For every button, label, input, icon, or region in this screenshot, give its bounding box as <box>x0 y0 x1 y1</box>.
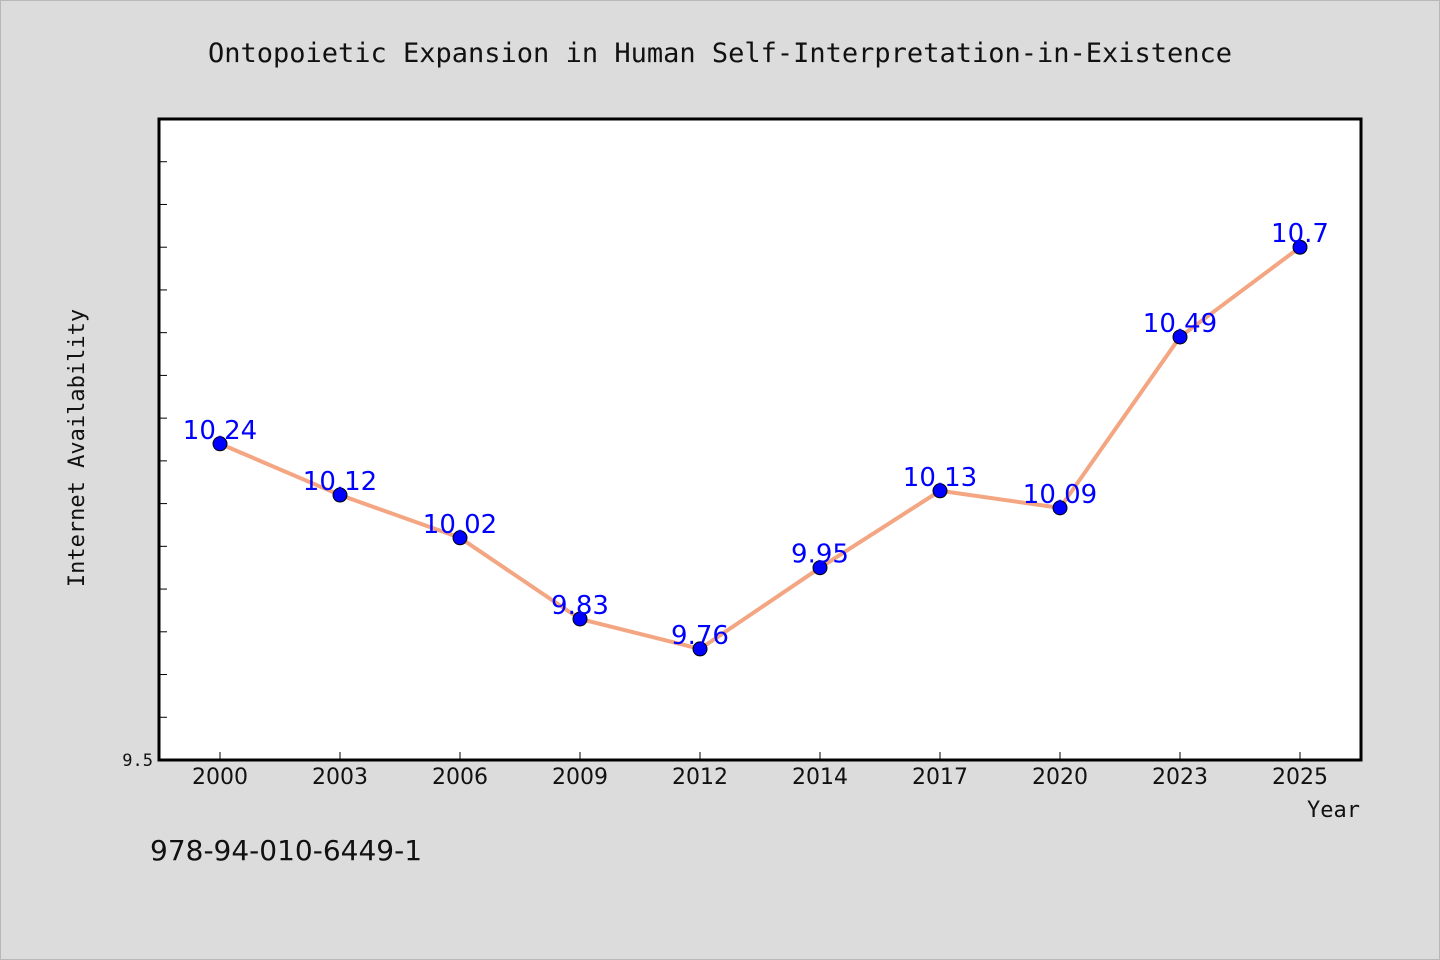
data-point-label: 9.95 <box>791 540 849 570</box>
data-point-marker <box>1052 500 1068 516</box>
plot-area <box>157 117 1363 762</box>
x-tick-label: 2017 <box>912 765 968 790</box>
data-point-label: 9.83 <box>551 591 609 621</box>
isbn-caption: 978-94-010-6449-1 <box>150 834 423 867</box>
data-labels: 10.24 10.12 10.02 9.83 9.76 9.95 10.13 10.09 10.… <box>183 219 1329 651</box>
x-tick-label: 2000 <box>192 765 248 790</box>
data-point-label: 10.09 <box>1023 480 1097 510</box>
data-point-label: 10.7 <box>1271 219 1329 249</box>
data-point-marker <box>812 560 828 576</box>
y-tick-label: 9.5 <box>122 751 153 771</box>
data-point-label: 9.76 <box>671 621 729 651</box>
x-tick-label: 2020 <box>1032 765 1088 790</box>
x-axis-ticks: 2000 2003 2006 2009 2012 2014 2017 2020 2023 2025 <box>192 752 1328 790</box>
data-point-marker <box>452 530 468 546</box>
data-point-marker <box>692 641 708 657</box>
series-line <box>218 245 1302 651</box>
y-axis-label: Internet Availability <box>65 309 90 587</box>
data-point-marker <box>932 483 948 499</box>
data-point-label: 10.49 <box>1143 309 1217 339</box>
x-axis-label: Year <box>1307 798 1360 823</box>
x-tick-label: 2006 <box>432 765 488 790</box>
x-tick-label: 2009 <box>552 765 608 790</box>
data-point-label: 10.12 <box>303 467 377 497</box>
data-point-label: 10.13 <box>903 463 977 493</box>
data-point-marker <box>1172 329 1188 345</box>
data-point-marker <box>1292 239 1308 255</box>
x-tick-label: 2014 <box>792 765 848 790</box>
data-point-label: 10.24 <box>183 416 257 446</box>
data-point-marker <box>212 436 228 452</box>
data-markers <box>212 239 1308 657</box>
y-axis-ticks: 9.5 <box>122 118 167 771</box>
x-tick-label: 2025 <box>1272 765 1328 790</box>
x-tick-label: 2012 <box>672 765 728 790</box>
x-tick-label: 2023 <box>1152 765 1208 790</box>
series-line-group <box>218 245 1302 651</box>
data-point-marker <box>572 611 588 627</box>
x-tick-label: 2003 <box>312 765 368 790</box>
data-point-marker <box>332 487 348 503</box>
data-point-label: 10.02 <box>423 510 497 540</box>
chart-title: Ontopoietic Expansion in Human Self-Inte… <box>208 38 1232 69</box>
